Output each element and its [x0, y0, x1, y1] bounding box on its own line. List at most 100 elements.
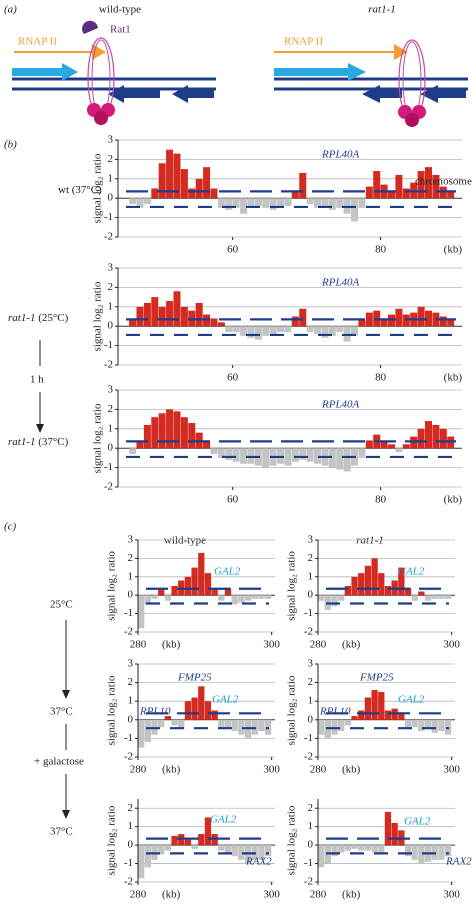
- y-tick-label: -1: [104, 211, 113, 223]
- bar: [136, 306, 144, 327]
- x-tick-label: 300: [263, 639, 280, 651]
- bar: [321, 198, 329, 208]
- bar: [306, 326, 314, 333]
- y-tick-label: 3: [108, 134, 114, 146]
- annotation: chromosome 9: [415, 176, 474, 188]
- bar: [432, 174, 440, 199]
- x-axis-label: (kb): [444, 494, 463, 506]
- x-tick-label: 300: [443, 889, 460, 901]
- bar: [218, 719, 225, 728]
- x-axis-label: (kb): [162, 639, 181, 651]
- y-tick-label: 3: [128, 658, 134, 670]
- bar: [432, 424, 440, 449]
- bar: [238, 845, 245, 860]
- y-tick-label: -1: [124, 607, 133, 619]
- bar: [284, 198, 292, 206]
- bar: [299, 448, 307, 460]
- annotation: GAL2: [212, 694, 239, 706]
- bar: [338, 845, 345, 853]
- bar: [164, 845, 172, 851]
- y-axis-label: signal log₂ ratio: [286, 805, 298, 875]
- bar: [384, 811, 392, 846]
- bar: [195, 302, 203, 327]
- bar: [284, 326, 292, 333]
- y-tick-label: -1: [304, 732, 313, 744]
- bar: [404, 719, 412, 730]
- bar: [384, 710, 392, 720]
- bar: [395, 448, 403, 453]
- bar: [151, 188, 159, 199]
- bar: [398, 567, 405, 596]
- y-tick-label: 0: [308, 589, 314, 601]
- annotation: RPL40A: [321, 149, 360, 161]
- x-tick-label: 280: [130, 764, 147, 776]
- arrow-head: [62, 690, 70, 699]
- bar: [364, 565, 372, 596]
- y-tick-label: -2: [104, 481, 113, 493]
- temperature: (25°C): [38, 312, 68, 324]
- bar: [328, 198, 336, 210]
- schematic-title: rat1-1: [368, 4, 396, 16]
- bar: [331, 845, 338, 857]
- bar: [418, 845, 425, 864]
- bar: [404, 845, 412, 857]
- bar: [344, 586, 352, 596]
- y-axis-label: signal log₂ ratio: [106, 551, 118, 621]
- y-tick-label: -2: [104, 359, 113, 371]
- strain: rat1-1: [8, 436, 36, 448]
- x-tick-label: 300: [263, 764, 280, 776]
- bar: [188, 422, 196, 449]
- y-axis-label: signal log₂ ratio: [286, 675, 298, 745]
- y-tick-label: 3: [308, 658, 314, 670]
- bar: [411, 719, 418, 728]
- antisense-arrow: [362, 85, 402, 103]
- bar: [404, 587, 412, 596]
- bar: [173, 411, 181, 449]
- y-tick-label: -2: [124, 626, 133, 638]
- x-tick-label: 300: [443, 764, 460, 776]
- bar: [321, 326, 329, 338]
- bar: [232, 448, 240, 462]
- x-tick-label: 80: [375, 372, 387, 384]
- bar: [210, 318, 218, 327]
- bar: [314, 326, 322, 334]
- shift-label: 1 h: [30, 374, 44, 386]
- bar: [336, 198, 344, 208]
- x-axis-label: (kb): [342, 639, 361, 651]
- annotation: RPL10: [139, 706, 171, 718]
- bar: [204, 573, 212, 596]
- bar: [358, 710, 365, 720]
- condition: 25°C: [50, 599, 73, 611]
- schematic-mutant: rat1-1 RNAP II: [274, 4, 468, 127]
- bar: [314, 198, 322, 208]
- bar: [232, 198, 240, 208]
- y-tick-label: 1: [308, 820, 314, 832]
- bar: [203, 440, 211, 449]
- y-tick-label: 1: [308, 695, 314, 707]
- bar: [218, 845, 225, 851]
- bar: [314, 448, 322, 464]
- bar: [351, 326, 359, 336]
- bar: [225, 448, 233, 460]
- bar: [195, 178, 203, 199]
- bar: [444, 845, 452, 857]
- annotation: FMP25: [177, 672, 212, 684]
- panel-label: (b): [4, 139, 17, 151]
- bar: [395, 308, 403, 327]
- bar: [164, 716, 172, 720]
- bar: [204, 817, 212, 846]
- bar: [336, 448, 344, 470]
- bar: [217, 322, 225, 327]
- row-label: wt (37°C): [58, 184, 102, 196]
- y-tick-label: -2: [124, 751, 133, 763]
- antisense-arrow: [108, 85, 160, 103]
- panel-label: (c): [4, 521, 17, 533]
- bar: [447, 192, 455, 199]
- bar: [269, 198, 277, 210]
- bar: [358, 198, 366, 208]
- y-tick-label: 2: [308, 552, 314, 564]
- bar: [198, 686, 205, 720]
- bar: [204, 701, 212, 720]
- bar: [178, 719, 185, 730]
- bar: [254, 326, 262, 340]
